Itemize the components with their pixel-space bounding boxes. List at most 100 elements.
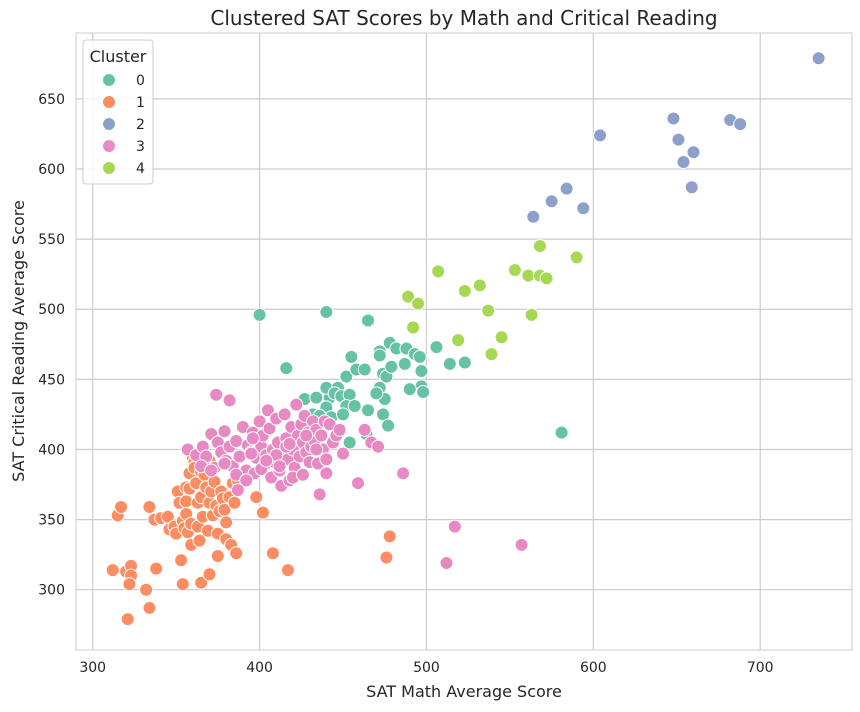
x-tick-label: 300: [79, 660, 106, 676]
data-point: [384, 359, 399, 374]
data-point: [230, 483, 245, 498]
data-point: [569, 250, 584, 265]
data-point: [105, 563, 120, 578]
data-point: [312, 487, 327, 502]
data-point: [414, 363, 429, 378]
data-point: [114, 499, 129, 514]
data-point: [336, 407, 351, 422]
y-tick-label: 550: [38, 232, 65, 248]
data-point: [227, 495, 242, 510]
legend-label: 1: [136, 95, 145, 111]
data-point: [361, 313, 376, 328]
data-point: [295, 467, 310, 482]
data-point: [484, 347, 499, 362]
y-axis-label: SAT Critical Reading Average Score: [9, 200, 28, 482]
data-point: [686, 145, 701, 160]
y-tick-label: 350: [38, 513, 65, 529]
data-point: [406, 320, 421, 335]
data-point: [222, 393, 237, 408]
data-point: [576, 201, 591, 216]
data-point: [232, 449, 247, 464]
data-point: [371, 439, 386, 454]
data-point: [554, 425, 569, 440]
data-point: [319, 466, 334, 481]
legend-marker: [102, 95, 116, 109]
data-point: [526, 209, 541, 224]
data-point: [666, 111, 681, 126]
y-tick-label: 650: [38, 92, 65, 108]
data-point: [416, 384, 431, 399]
data-point: [593, 128, 608, 143]
data-point: [210, 549, 225, 564]
data-point: [372, 348, 387, 363]
data-point: [411, 296, 426, 311]
x-tick-labels: 300 400 500 600 700: [79, 660, 773, 676]
legend-marker: [102, 161, 116, 175]
data-point: [429, 340, 444, 355]
data-point: [361, 403, 376, 418]
data-point: [344, 349, 359, 364]
data-point: [351, 476, 366, 491]
data-point: [481, 303, 496, 318]
y-tick-label: 500: [38, 302, 65, 318]
data-point: [252, 414, 267, 429]
legend-label: 3: [136, 139, 145, 155]
data-point: [229, 434, 244, 449]
data-point: [202, 567, 217, 582]
data-point: [339, 369, 354, 384]
y-tick-label: 600: [38, 162, 65, 178]
data-point: [431, 264, 446, 279]
data-point: [524, 307, 539, 322]
data-point: [174, 553, 189, 568]
series-cluster-4: [401, 239, 584, 362]
data-point: [280, 563, 295, 578]
data-point: [260, 403, 275, 418]
data-point: [671, 132, 686, 147]
data-point: [472, 278, 487, 293]
legend-title: Cluster: [90, 47, 147, 66]
data-point: [219, 515, 234, 530]
data-point: [204, 463, 219, 478]
data-point: [357, 422, 372, 437]
data-point: [347, 399, 362, 414]
data-point: [259, 453, 274, 468]
data-point: [521, 268, 536, 283]
data-point: [382, 529, 397, 544]
x-tick-label: 600: [580, 660, 607, 676]
data-point: [120, 612, 135, 627]
data-point: [457, 284, 472, 299]
data-point: [532, 239, 547, 254]
legend-marker: [102, 139, 116, 153]
series-cluster-1: [105, 450, 397, 627]
grid: [76, 33, 852, 650]
y-tick-label: 300: [38, 583, 65, 599]
data-point: [262, 421, 277, 436]
data-point: [239, 473, 254, 488]
data-point: [139, 582, 154, 597]
data-point: [811, 51, 826, 66]
data-point: [272, 459, 287, 474]
x-tick-label: 500: [413, 660, 440, 676]
data-point: [319, 452, 334, 467]
data-point: [733, 117, 748, 132]
data-point: [282, 436, 297, 451]
data-point: [369, 386, 384, 401]
data-point: [217, 456, 232, 471]
data-point: [342, 435, 357, 450]
series-cluster-3: [180, 387, 529, 571]
series-cluster-2: [526, 51, 826, 224]
data-point: [244, 446, 259, 461]
data-points: [105, 51, 826, 627]
legend-marker: [102, 73, 116, 87]
data-point: [676, 155, 691, 170]
x-axis-label: SAT Math Average Score: [366, 682, 562, 701]
data-point: [457, 355, 472, 370]
data-point: [209, 387, 224, 402]
data-point: [277, 407, 292, 422]
data-point: [122, 577, 137, 592]
x-tick-label: 400: [246, 660, 273, 676]
data-point: [402, 382, 417, 397]
data-point: [514, 537, 529, 552]
data-point: [357, 362, 372, 377]
